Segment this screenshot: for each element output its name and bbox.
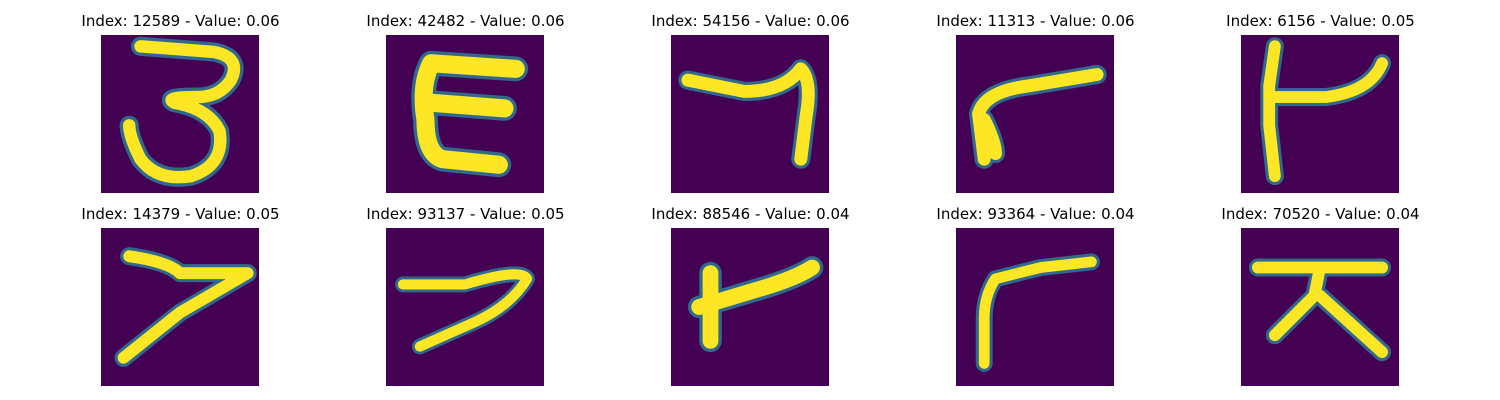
panel-title: Index: 88546 - Value: 0.04: [651, 205, 850, 223]
digit-image-e: [386, 35, 544, 193]
digit-panel-8: Index: 88546 - Value: 0.04: [608, 205, 893, 390]
panel-title: Index: 70520 - Value: 0.04: [1221, 205, 1420, 223]
digit-panel-10: Index: 70520 - Value: 0.04: [1178, 205, 1463, 390]
digit-image-3: [101, 35, 259, 193]
digit-image-t-like: [671, 228, 829, 386]
panel-title: Index: 42482 - Value: 0.06: [366, 12, 565, 30]
panel-title: Index: 93137 - Value: 0.05: [366, 205, 565, 223]
digit-panel-4: Index: 11313 - Value: 0.06: [893, 12, 1178, 197]
digit-panel-5: Index: 6156 - Value: 0.05: [1178, 12, 1463, 197]
panel-title: Index: 54156 - Value: 0.06: [651, 12, 850, 30]
digit-panel-3: Index: 54156 - Value: 0.06: [608, 12, 893, 197]
digit-panel-2: Index: 42482 - Value: 0.06: [323, 12, 608, 197]
digit-panel-1: Index: 12589 - Value: 0.06: [38, 12, 323, 197]
digit-image-t-like: [1241, 35, 1399, 193]
panel-title: Index: 14379 - Value: 0.05: [81, 205, 280, 223]
digit-image-7-like: [671, 35, 829, 193]
panel-title: Index: 6156 - Value: 0.05: [1226, 12, 1415, 30]
digit-image-r-like: [956, 228, 1114, 386]
panel-title: Index: 11313 - Value: 0.06: [936, 12, 1135, 30]
panel-title: Index: 12589 - Value: 0.06: [81, 12, 280, 30]
digit-image-cross-like: [1241, 228, 1399, 386]
digit-image-r-like: [956, 35, 1114, 193]
digit-panel-9: Index: 93364 - Value: 0.04: [893, 205, 1178, 390]
digit-image-7: [386, 228, 544, 386]
panel-title: Index: 93364 - Value: 0.04: [936, 205, 1135, 223]
digit-image-7: [101, 228, 259, 386]
digit-panel-6: Index: 14379 - Value: 0.05: [38, 205, 323, 390]
digit-panel-7: Index: 93137 - Value: 0.05: [323, 205, 608, 390]
